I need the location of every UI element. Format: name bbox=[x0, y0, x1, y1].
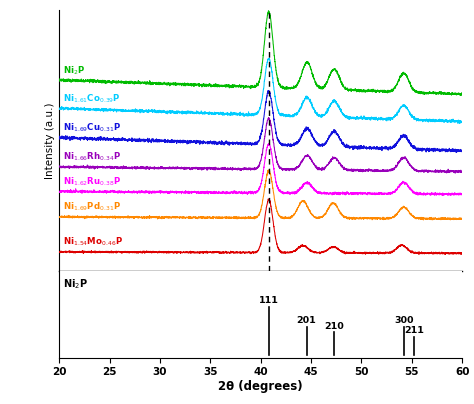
Text: Ni$_2$P: Ni$_2$P bbox=[63, 64, 85, 77]
Text: 300: 300 bbox=[394, 316, 413, 325]
Text: 111: 111 bbox=[259, 296, 279, 305]
Text: 211: 211 bbox=[404, 326, 424, 335]
X-axis label: 2θ (degrees): 2θ (degrees) bbox=[219, 380, 303, 393]
Text: Ni$_2$P: Ni$_2$P bbox=[63, 277, 88, 291]
Y-axis label: Intensity (a.u.): Intensity (a.u.) bbox=[45, 102, 55, 179]
Text: Ni$_{1.69}$Pd$_{0.31}$P: Ni$_{1.69}$Pd$_{0.31}$P bbox=[63, 201, 121, 213]
Text: Ni$_{1.69}$Cu$_{0.31}$P: Ni$_{1.69}$Cu$_{0.31}$P bbox=[63, 122, 121, 134]
Text: Ni$_{1.62}$Ru$_{0.38}$P: Ni$_{1.62}$Ru$_{0.38}$P bbox=[63, 175, 122, 188]
Text: 210: 210 bbox=[324, 322, 344, 330]
Text: Ni$_{1.61}$Co$_{0.39}$P: Ni$_{1.61}$Co$_{0.39}$P bbox=[63, 93, 121, 105]
Text: 201: 201 bbox=[297, 316, 317, 325]
Text: Ni$_{1.54}$Mo$_{0.46}$P: Ni$_{1.54}$Mo$_{0.46}$P bbox=[63, 236, 123, 248]
Text: Ni$_{1.66}$Rh$_{0.34}$P: Ni$_{1.66}$Rh$_{0.34}$P bbox=[63, 151, 122, 164]
